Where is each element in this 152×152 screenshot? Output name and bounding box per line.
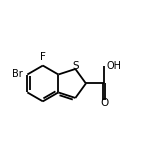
Text: F: F (40, 52, 46, 62)
Text: OH: OH (107, 61, 122, 71)
Text: O: O (100, 98, 108, 109)
Text: Br: Br (12, 69, 23, 79)
Text: S: S (72, 61, 79, 71)
